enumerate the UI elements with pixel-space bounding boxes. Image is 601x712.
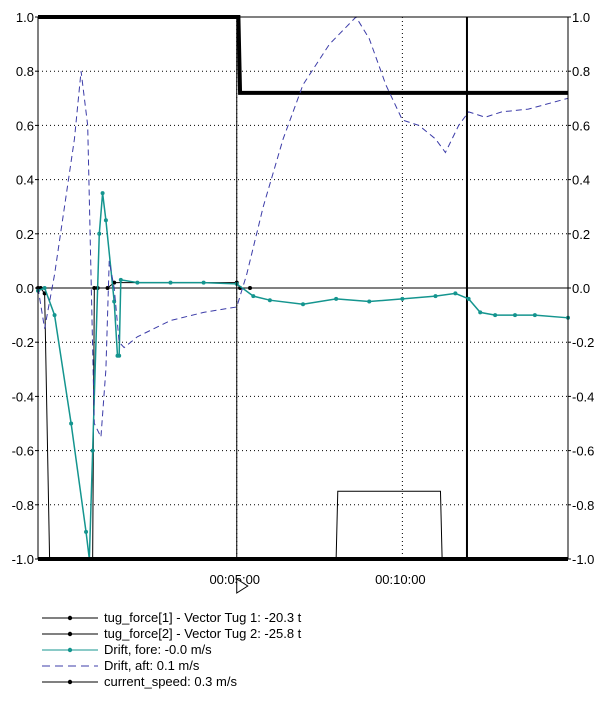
y-tick-label-left: -0.4 [12,389,34,404]
y-tick-label-right: -0.8 [572,498,594,513]
y-tick-label-right: -0.4 [572,389,594,404]
series-point [100,191,105,196]
series-point [92,286,97,290]
series-line [38,282,250,560]
series-point [168,280,173,285]
legend-marker [67,615,73,621]
legend-item: tug_force[1] - Vector Tug 1: -20.3 t [40,610,440,626]
y-tick-label-left: -0.2 [12,335,34,350]
series-point [367,299,372,304]
series-point [251,294,256,299]
series-point [493,313,498,318]
y-tick-label-left: 0.8 [16,64,34,79]
y-tick-label-right: 0.4 [572,173,590,188]
series-point [248,286,252,290]
y-tick-label-left: -0.6 [12,444,34,459]
series-point [478,310,483,315]
legend-item: tug_force[2] - Vector Tug 2: -25.8 t [40,626,440,642]
legend-swatch [42,679,98,685]
y-tick-label-right: 0.2 [572,227,590,242]
series-line [38,15,568,95]
y-tick-label-right: -0.6 [572,444,594,459]
legend-item: Drift, aft: 0.1 m/s [40,658,440,674]
legend-item: Drift, fore: -0.0 m/s [40,642,440,658]
y-tick-label-right: 1.0 [572,10,590,25]
cursor-handle-icon[interactable] [236,578,249,594]
y-tick-label-right: 0.8 [572,64,590,79]
y-tick-label-left: -0.8 [12,498,34,513]
series-point [97,231,102,236]
legend-label: tug_force[1] - Vector Tug 1: -20.3 t [104,610,302,625]
series-point [84,529,89,534]
legend-marker [67,631,73,637]
time-cursor[interactable] [236,17,249,594]
series-point [513,313,517,318]
y-tick-label-left: 0.6 [16,118,34,133]
series-point [52,313,57,318]
series-point [112,280,117,285]
y-tick-label-left: 1.0 [16,10,34,25]
y-tick-label-left: 0.2 [16,227,34,242]
y-tick-label-right: -1.0 [572,552,594,567]
y-tick-label-right: -0.2 [572,335,594,350]
y-tick-label-left: -1.0 [12,552,34,567]
legend-label: Drift, fore: -0.0 m/s [104,642,212,657]
legend-swatch [42,631,98,637]
x-tick-label: 00:05:00 [209,572,260,587]
series-point [135,280,140,285]
series-point [466,296,471,301]
y-tick-label-left: 0.4 [16,173,34,188]
grid-layer [38,16,568,560]
y-tick-label-left: 0.0 [16,281,34,296]
legend-marker [67,647,73,653]
chart: 1.0 0.8 0.6 0.4 0.2 0.0 -0.2 -0.4 -0.6 -0.8 -1.0 1.… [12,10,595,594]
series-point [334,296,339,301]
legend-label: tug_force[2] - Vector Tug 2: -25.8 t [104,626,302,641]
legend-item: current_speed: 0.3 m/s [40,674,440,690]
box-series-line [335,490,443,560]
series-point [532,313,537,318]
series-line [37,193,569,560]
series-layer [36,15,570,561]
legend-swatch [42,665,98,667]
tick-layer: 1.0 0.8 0.6 0.4 0.2 0.0 -0.2 -0.4 -0.6 -0.8 -1.0 1.… [12,10,595,587]
series-point [105,286,110,290]
x-tick-label: 00:10:00 [375,572,426,587]
series-point [103,218,108,223]
series-point [90,448,95,453]
series-point [433,294,438,299]
series-point [267,298,272,303]
legend-marker [67,679,73,685]
series-point [453,291,458,296]
series-line [37,16,569,439]
series-point [301,302,305,307]
legend-label: current_speed: 0.3 m/s [104,674,237,689]
series-point [42,286,47,290]
legend: tug_force[1] - Vector Tug 1: -20.3 t tug… [40,610,440,690]
y-tick-label-right: 0.6 [572,118,590,133]
series-point [201,280,206,285]
series-point [400,296,405,301]
series-point [118,277,123,282]
series-point [69,421,74,426]
legend-swatch [42,615,98,621]
y-tick-label-right: 0.0 [572,281,590,296]
legend-label: Drift, aft: 0.1 m/s [104,658,200,673]
legend-swatch [42,647,98,653]
series-point [117,353,122,358]
